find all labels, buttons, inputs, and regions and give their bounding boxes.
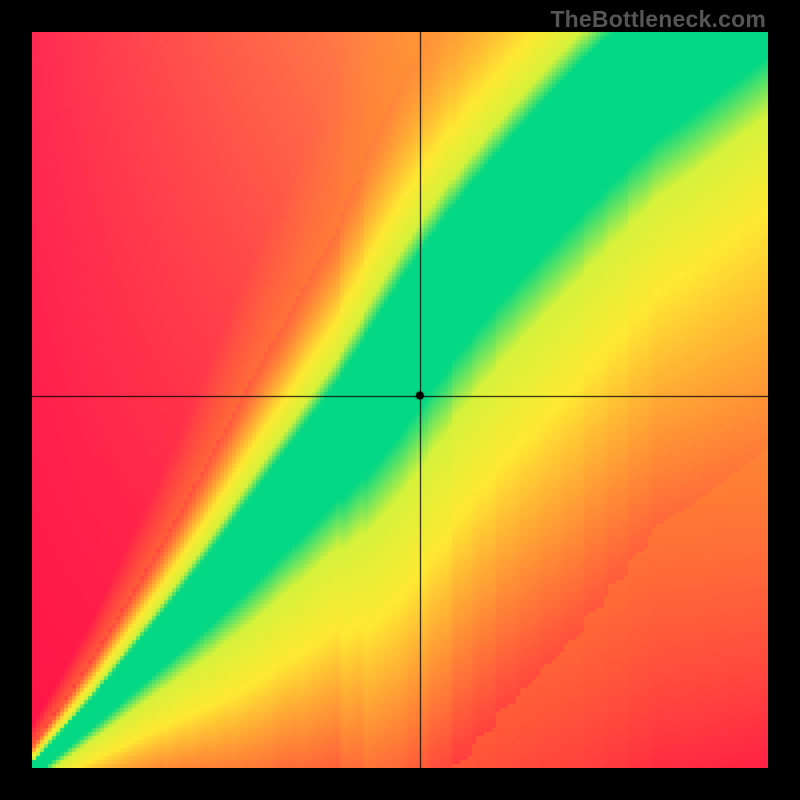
watermark-text: TheBottleneck.com [550,6,766,33]
bottleneck-heatmap [32,32,768,768]
outer-frame: TheBottleneck.com [0,0,800,800]
